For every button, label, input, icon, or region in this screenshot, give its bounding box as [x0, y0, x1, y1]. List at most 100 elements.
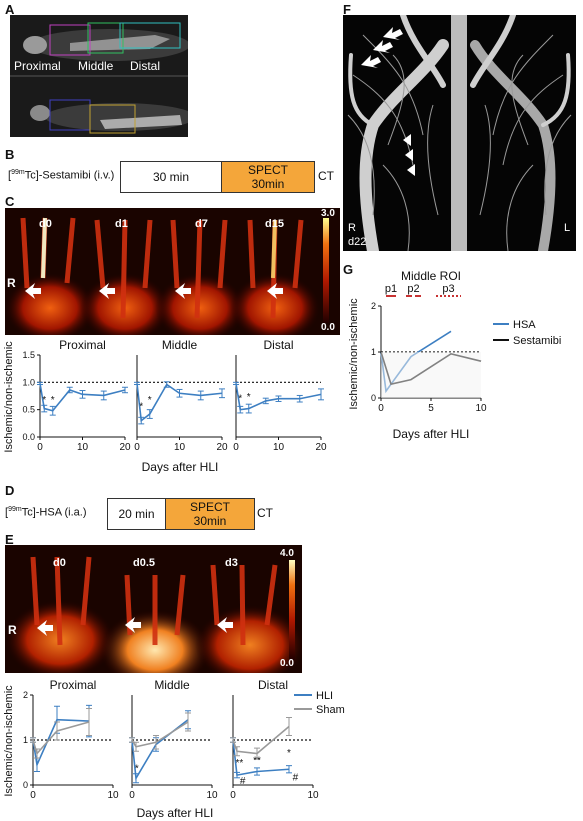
x-tick-label: 0 — [37, 442, 43, 453]
series-line-HLI — [32, 718, 90, 768]
chart-title: Proximal — [59, 338, 106, 352]
timepoint-e-0: d0 — [53, 557, 66, 569]
side-label-e: R — [8, 623, 17, 637]
annotation: ** — [236, 758, 244, 769]
timepoint-c-2: d7 — [195, 218, 208, 230]
region-label-proximal: Proximal — [14, 59, 61, 73]
annotation: * — [287, 748, 291, 759]
ct-label-d: CT — [257, 506, 273, 520]
period-label-p2: p2 — [407, 283, 419, 295]
chart-title: Middle — [154, 678, 190, 692]
spect-label-b: SPECT — [247, 163, 288, 177]
legend-label-sestamibi: Sestamibi — [513, 335, 561, 347]
legend-label-sham: Sham — [316, 704, 345, 716]
side-label-f-left: L — [564, 222, 571, 234]
spect-label-d: SPECT — [189, 500, 230, 514]
tracer-name-d: HSA (i.a.) — [39, 506, 87, 519]
region-label-distal: Distal — [130, 59, 161, 73]
annotation: ** — [253, 755, 261, 766]
scale-min-e: 0.0 — [280, 658, 294, 669]
uptake-box-d: 20 min — [107, 498, 166, 530]
panel-e-image: d0 d0.5 d3 R 4.0 0.0 — [5, 545, 302, 673]
side-label-f-right: R — [348, 222, 356, 234]
x-tick-label: 0 — [230, 790, 236, 801]
y-tick-label: 1 — [23, 735, 28, 745]
spect-duration-d: 30min — [193, 514, 227, 528]
panel-label-c: C — [5, 194, 15, 209]
tracer-d: [99mTc]-HSA (i.a.) — [5, 506, 87, 519]
y-tick-label: 0 — [23, 780, 28, 790]
annotation: * — [42, 395, 46, 406]
tc-d: Tc — [21, 506, 33, 519]
series-line-Sham — [131, 721, 189, 748]
x-tick-label: 20 — [315, 442, 327, 453]
panel-label-f: F — [343, 2, 351, 17]
chart-C-middle: Middle 0 10 20 * * — [134, 338, 228, 453]
chart-E-proximal: Proximal 0 10 0 1 2 — [23, 678, 119, 801]
panel-f-image: R d22 L — [343, 15, 576, 251]
isotope-d: 99m — [8, 506, 22, 513]
ct-label-b: CT — [318, 169, 334, 183]
chart-title: Distal — [263, 338, 293, 352]
x-tick-label: 0 — [134, 442, 140, 453]
panel-a-scan — [10, 15, 188, 137]
legend-label-hsa: HSA — [513, 319, 536, 331]
region-label-middle: Middle — [78, 59, 114, 73]
x-tick-label: 20 — [216, 442, 228, 453]
tc-b: Tc — [24, 169, 36, 182]
x-tick-label: 0 — [129, 790, 135, 801]
tracer-b: [99mTc]-Sestamibi (i.v.) — [8, 169, 115, 182]
y-tick-label: 0.5 — [22, 405, 35, 415]
panel-label-e: E — [5, 532, 14, 547]
x-tick-label: 10 — [307, 790, 319, 801]
day-label-f: d22 — [348, 236, 367, 248]
y-tick-label: 1.5 — [22, 350, 35, 360]
chart-E-middle: Middle 0 10 * — [129, 678, 218, 801]
x-tick-label: 10 — [206, 790, 218, 801]
panel-label-g: G — [343, 262, 354, 277]
annotation: * — [51, 395, 55, 406]
x-tick-label: 5 — [428, 403, 434, 414]
side-label-c: R — [7, 276, 16, 290]
series-line-HLI — [232, 739, 290, 777]
scale-max-e: 4.0 — [280, 548, 294, 559]
x-tick-label: 10 — [107, 790, 119, 801]
x-tick-label: 10 — [273, 442, 285, 453]
x-tick-label: 0 — [30, 790, 36, 801]
chart-title: Proximal — [50, 678, 97, 692]
x-tick-label: 10 — [77, 442, 89, 453]
scale-min-c: 0.0 — [321, 322, 335, 333]
shaded-area — [381, 352, 481, 398]
panel-c-image: d0 d1 d7 d15 R 3.0 0.0 — [5, 208, 340, 335]
panel-label-d: D — [5, 483, 15, 498]
panel-c-charts: Proximal 0 10 20 0.0 0.5 1.0 1.5 * * Middle 0 10 20 * *… — [3, 338, 327, 474]
panel-g-chart: 0 5 10 0 1 2 Middle ROI p1 p2 p3 Ischemic/non-isch… — [348, 269, 561, 441]
isotope-b: 99m — [11, 169, 25, 176]
panel-f-angiography — [343, 15, 576, 251]
chart-C-proximal: Proximal 0 10 20 0.0 0.5 1.0 1.5 * * — [22, 338, 131, 453]
scale-max-c: 3.0 — [321, 208, 335, 219]
x-tick-label: 0 — [233, 442, 239, 453]
spect-box-d: SPECT 30min — [165, 498, 255, 530]
series-line-Sham — [232, 725, 290, 755]
x-tick-label: 10 — [475, 403, 487, 414]
series-line-Sham — [32, 721, 90, 756]
series-line-HLI — [131, 719, 189, 781]
spect-duration-b: 30min — [251, 177, 285, 191]
annotation: * — [247, 392, 251, 403]
timepoint-c-0: d0 — [39, 218, 52, 230]
timepoint-c-1: d1 — [115, 218, 128, 230]
panel-e-spect — [5, 545, 302, 673]
y-tick-label: 2 — [23, 690, 28, 700]
x-axis-title-g: Days after HLI — [393, 427, 470, 441]
panel-label-b: B — [5, 147, 15, 162]
y-tick-label: 0.0 — [22, 432, 35, 442]
chart-title: Middle — [162, 338, 198, 352]
y-axis-title-g: Ischemic/non-ischemic — [348, 298, 360, 410]
legend-label-hli: HLI — [316, 690, 333, 702]
y-tick-label: 1 — [371, 347, 376, 357]
chart-title-g: Middle ROI — [401, 269, 461, 283]
timepoint-e-1: d0.5 — [133, 557, 156, 569]
annotation: * — [139, 402, 143, 413]
